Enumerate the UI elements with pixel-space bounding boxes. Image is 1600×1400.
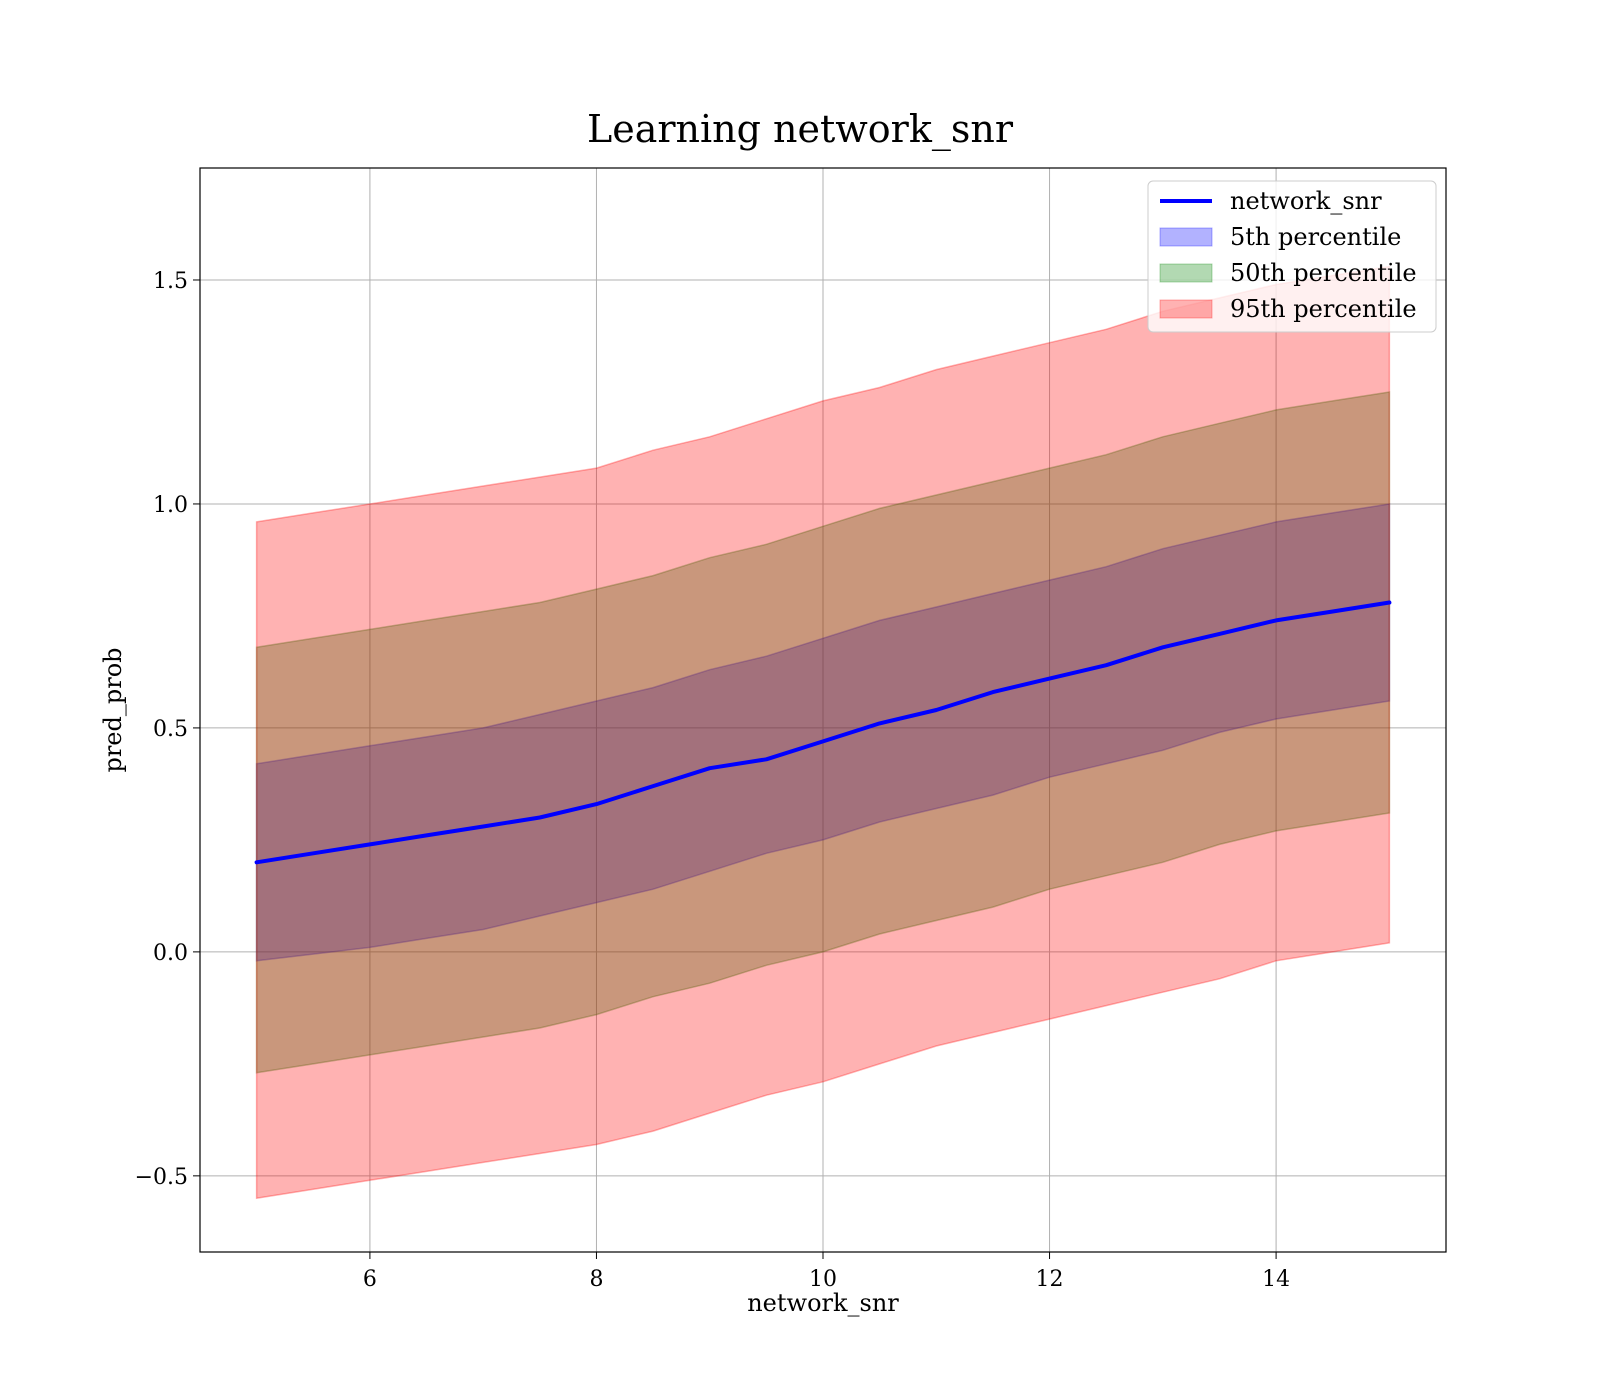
legend-label-network-snr: network_snr — [1230, 187, 1382, 215]
x-tick-label: 10 — [809, 1267, 837, 1292]
band-95th-percentile — [255, 265, 1391, 1200]
y-tick-label: −0.5 — [135, 1165, 188, 1190]
legend-swatch-50th — [1159, 263, 1213, 283]
legend-swatch-95th — [1159, 299, 1213, 319]
y-axis-label: pred_prob — [99, 647, 127, 772]
x-tick-label: 14 — [1262, 1267, 1290, 1292]
bands — [255, 265, 1391, 1200]
legend: network_snr 5th percentile 50th percenti… — [1147, 180, 1437, 333]
x-axis-label: network_snr — [747, 1289, 899, 1317]
line-network-snr — [254, 600, 1392, 865]
chart-title: Learning network_snr — [587, 107, 1014, 152]
y-ticks: −0.5 0.0 0.5 1.0 1.5 — [135, 269, 200, 1190]
x-tick-label: 12 — [1036, 1267, 1064, 1292]
legend-swatch-5th — [1159, 227, 1213, 247]
x-ticks: 6 8 10 12 14 — [363, 1252, 1290, 1292]
x-tick-label: 6 — [363, 1267, 377, 1292]
plot-area — [199, 167, 1447, 1253]
y-tick-label: 0.0 — [153, 941, 188, 966]
x-tick-label: 8 — [589, 1267, 603, 1292]
lines — [254, 600, 1392, 865]
legend-label-50th: 50th percentile — [1230, 259, 1417, 287]
y-tick-label: 1.0 — [153, 493, 188, 518]
band-50th-percentile — [255, 391, 1391, 1074]
legend-label-5th: 5th percentile — [1230, 223, 1401, 251]
legend-label-95th: 95th percentile — [1230, 295, 1417, 323]
legend-box — [1147, 180, 1437, 333]
y-tick-label: 1.5 — [153, 269, 188, 294]
band-5th-percentile — [255, 503, 1391, 962]
y-tick-label: 0.5 — [153, 717, 188, 742]
